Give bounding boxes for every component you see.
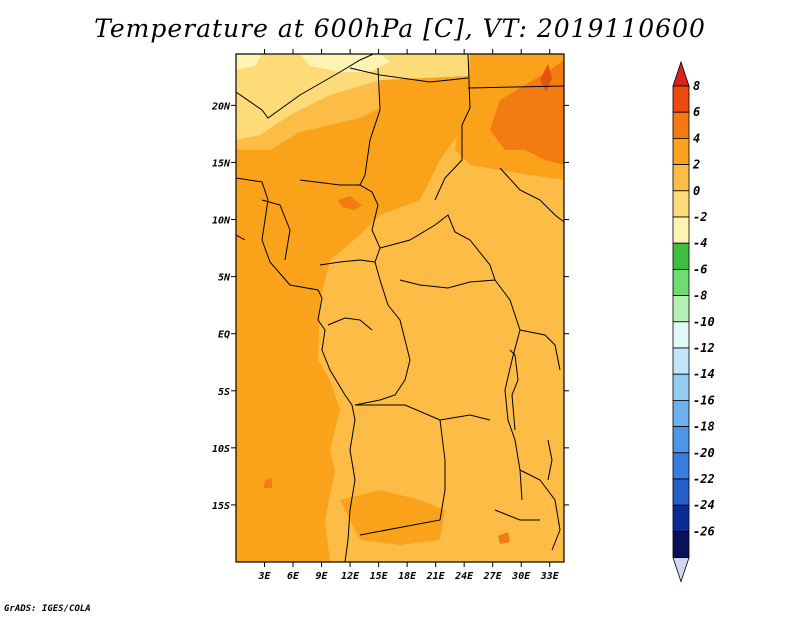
lon-tick-label: 24E (454, 571, 474, 582)
colorbar-bottom-arrow (672, 557, 690, 583)
lat-tick-label: 20N (211, 101, 231, 112)
lon-tick-label: 6E (287, 571, 300, 582)
colorbar-label: 6 (693, 105, 700, 119)
lon-tick-label: 3E (257, 571, 271, 582)
colorbar-swatch (672, 478, 690, 506)
colorbar-swatch (672, 531, 690, 559)
colorbar-label: 8 (693, 79, 700, 93)
lat-tick-label: 5N (218, 273, 231, 284)
field-range-4-6-nigeria (338, 196, 362, 210)
colorbar-label: -14 (693, 367, 715, 381)
field-range-2-4-south (340, 490, 445, 545)
colorbar-label: -22 (693, 472, 715, 486)
field-range-m4-m2-spot (236, 54, 262, 70)
colorbar-swatch (672, 190, 690, 218)
colorbar-label: -20 (693, 446, 715, 460)
colorbar-swatch (672, 347, 690, 375)
colorbar-swatch (672, 373, 690, 401)
colorbar-label: 0 (693, 184, 700, 198)
field-range-4-6-sw (264, 478, 272, 488)
colorbar-label: -10 (693, 315, 715, 329)
lat-tick-label: EQ (218, 330, 230, 341)
colorbar-swatch (672, 295, 690, 323)
lon-tick-label: 18E (398, 571, 417, 582)
colorbar-swatch (672, 321, 690, 349)
field-range-2-4-west (236, 76, 470, 562)
lon-tick-label: 15E (370, 571, 389, 582)
colorbar-top-arrow (672, 60, 690, 87)
colorbar-label: -6 (693, 262, 707, 276)
colorbar-swatch (672, 504, 690, 532)
temperature-field (236, 54, 564, 562)
map-title: Temperature at 600hPa [C], VT: 201911060… (94, 14, 706, 43)
lon-tick-label: 9E (316, 571, 329, 582)
field-range-m4-m2-north (300, 54, 390, 72)
colorbar-swatch (672, 216, 690, 244)
colorbar-label: -2 (693, 210, 707, 224)
field-range-m2-0-north (236, 54, 470, 140)
colorbar-label: 2 (692, 158, 700, 172)
colorbar-label: -12 (693, 341, 715, 355)
colorbar-label: 4 (693, 131, 700, 145)
lat-tick-label: 15N (212, 158, 231, 169)
colorbar-swatch (672, 242, 690, 270)
colorbar-label: -8 (693, 289, 707, 303)
colorbar-label: -24 (693, 498, 715, 512)
grads-credit: GrADS: IGES/COLA (4, 604, 91, 614)
lon-tick-label: 30E (511, 571, 531, 582)
colorbar-label: -16 (693, 393, 715, 407)
colorbar-swatch (672, 111, 690, 139)
latitude-axis: 20N 15N 10N 5N EQ 5S 10S 15S (211, 101, 569, 512)
colorbar-label: -26 (693, 524, 715, 538)
lon-tick-label: 33E (540, 571, 560, 582)
field-range-6-8 (540, 64, 552, 92)
lon-tick-label: 21E (426, 571, 446, 582)
colorbar: 8 6 4 2 0 -2 -4 -6 -8 -10 -12 -14 -16 -18 -20 -22 -24 -26 (672, 60, 715, 583)
lon-tick-label: 27E (483, 571, 503, 582)
colorbar-swatch (672, 85, 690, 113)
colorbar-swatch (672, 399, 690, 427)
lon-tick-label: 12E (341, 571, 360, 582)
colorbar-swatch (672, 452, 690, 480)
lat-tick-label: 15S (212, 501, 230, 512)
lat-tick-label: 10N (212, 216, 231, 227)
colorbar-label: -18 (693, 420, 715, 434)
colorbar-swatch (672, 137, 690, 165)
lat-tick-label: 10S (212, 444, 230, 455)
colorbar-swatch (672, 164, 690, 192)
longitude-axis: 3E 6E 9E 12E 15E 18E 21E 24E 27E 30E 33E (257, 49, 560, 582)
colorbar-label: -4 (693, 236, 707, 250)
colorbar-swatch (672, 426, 690, 454)
country-borders (236, 54, 564, 562)
map-frame (235, 53, 565, 563)
colorbar-swatch (672, 268, 690, 296)
lat-tick-label: 5S (218, 387, 230, 398)
field-range-4-6-se (498, 532, 510, 544)
